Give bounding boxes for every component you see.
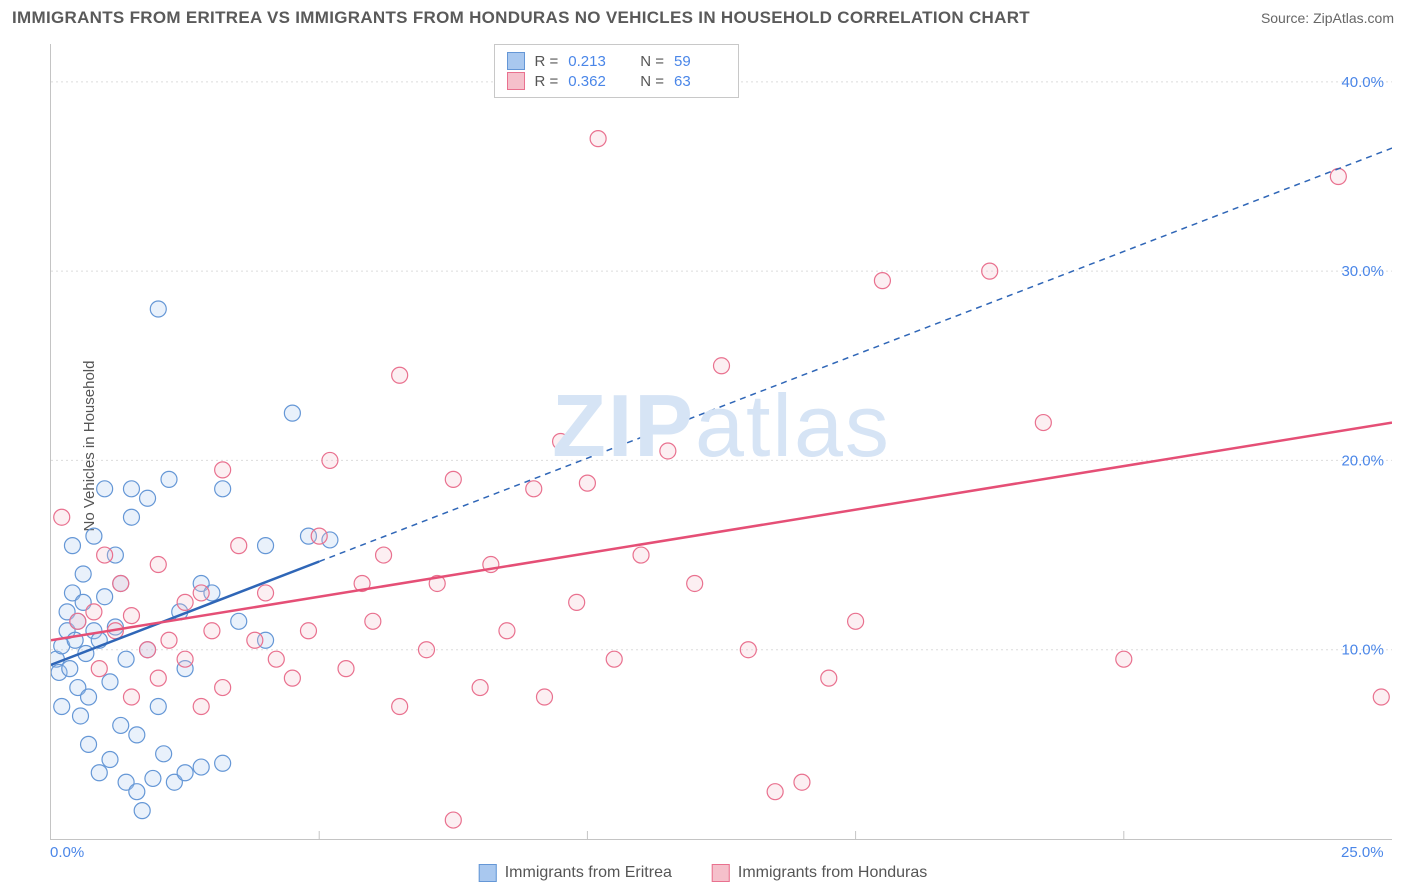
legend-swatch [712,864,730,882]
watermark-bold: ZIP [552,376,695,475]
r-label: R = [535,53,559,70]
legend-swatch [479,864,497,882]
svg-text:10.0%: 10.0% [1341,642,1384,659]
stat-legend-row: R = 0.362 N = 63 [507,71,727,91]
x-axis-labels: 0.0% 25.0% [50,844,1392,864]
x-tick-label: 0.0% [50,844,84,861]
legend-item: Immigrants from Honduras [712,864,927,882]
x-tick-label: 25.0% [1341,844,1384,861]
legend-label: Immigrants from Honduras [738,864,927,882]
legend-item: Immigrants from Eritrea [479,864,672,882]
correlation-legend: R = 0.213 N = 59 R = 0.362 N = 63 [494,44,740,98]
chart-title: IMMIGRANTS FROM ERITREA VS IMMIGRANTS FR… [12,8,1030,28]
source-attribution: Source: ZipAtlas.com [1261,10,1394,26]
svg-text:30.0%: 30.0% [1341,263,1384,280]
n-label: N = [640,73,664,90]
stat-legend-row: R = 0.213 N = 59 [507,51,727,71]
n-value: 63 [674,73,726,90]
source-name: ZipAtlas.com [1313,10,1394,26]
legend-swatch [507,72,525,90]
n-label: N = [640,53,664,70]
watermark: ZIPatlas [552,375,891,477]
r-value: 0.213 [568,53,620,70]
chart-plot-area: ZIPatlas 10.0% 20.0% 30.0% 40.0% R = 0.213 N … [50,44,1392,840]
legend-label: Immigrants from Eritrea [505,864,672,882]
r-label: R = [535,73,559,90]
series-legend: Immigrants from Eritrea Immigrants from H… [479,864,928,882]
legend-swatch [507,52,525,70]
watermark-thin: atlas [695,376,891,475]
n-value: 59 [674,53,726,70]
chart-header: IMMIGRANTS FROM ERITREA VS IMMIGRANTS FR… [0,0,1406,32]
r-value: 0.362 [568,73,620,90]
svg-text:40.0%: 40.0% [1341,74,1384,91]
svg-text:20.0%: 20.0% [1341,452,1384,469]
source-label: Source: [1261,10,1309,26]
